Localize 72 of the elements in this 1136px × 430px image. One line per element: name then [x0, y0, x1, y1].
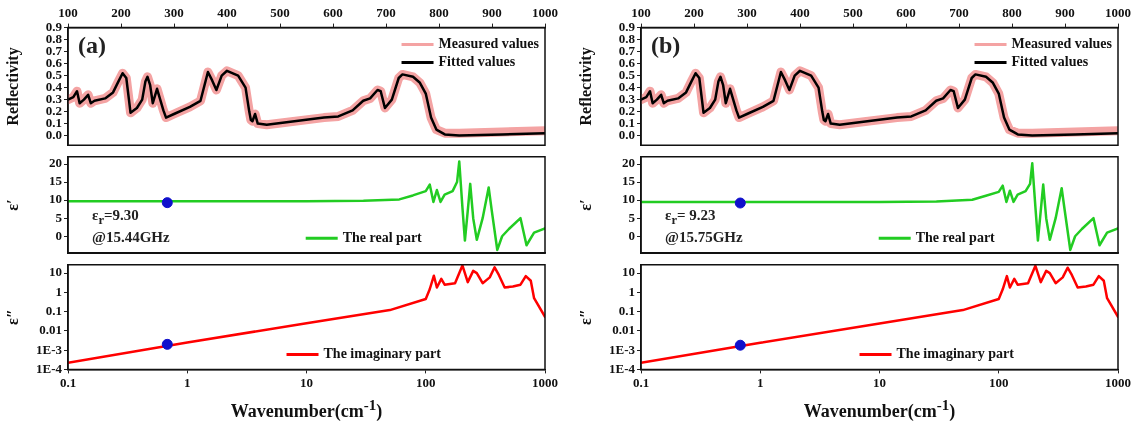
y-axis-title: ε′	[576, 199, 594, 211]
y-tick-label: 1E-3	[36, 341, 63, 357]
x-tick-label: 300	[737, 5, 757, 21]
x-tick-label: 200	[111, 5, 131, 21]
y-tick-label: 1	[55, 283, 62, 299]
x-tick-label: 1000	[532, 374, 558, 390]
x-axis-title: Wavenumber(cm$^{-1}$)	[802, 396, 957, 421]
x-tick-label: 1	[757, 374, 764, 390]
y-tick-label: 0	[628, 227, 635, 243]
x-tick-label: 200	[684, 5, 704, 21]
y-axis-title: Reflectivity	[3, 47, 22, 126]
y-tick-label: 1E-4	[609, 360, 636, 376]
legend-label: Fitted values	[1011, 54, 1089, 70]
y-tick-label: 5	[628, 209, 636, 225]
y-tick-label: 0.1	[45, 302, 62, 318]
y-tick-label: 10	[49, 264, 62, 280]
x-tick-label: 100	[989, 374, 1009, 390]
x-tick-label: 1	[184, 374, 191, 390]
x-tick-label: 500	[270, 5, 290, 21]
y-tick-label: 5	[55, 209, 63, 225]
x-tick-label: 1000	[532, 5, 558, 21]
y-tick-label: 0.01	[612, 322, 635, 338]
y-axis-title: Reflectivity	[576, 47, 595, 126]
annotation: ε$_{r}$= 9.23	[665, 207, 716, 228]
x-tick-label: 300	[164, 5, 184, 21]
y-tick-label: 20	[622, 155, 635, 171]
y-tick-label: 0.01	[39, 322, 62, 338]
x-tick-label: 800	[1002, 5, 1022, 21]
x-tick-label: 700	[376, 5, 396, 21]
annotation: (b)	[651, 31, 681, 58]
y-tick-label: 15	[622, 173, 636, 189]
x-tick-label: 500	[843, 5, 863, 21]
x-tick-label: 100	[631, 5, 651, 21]
x-tick-label: 600	[896, 5, 916, 21]
legend-label: Measured values	[438, 36, 540, 52]
y-axis-title: ε′	[3, 199, 21, 211]
y-tick-label: 10	[622, 191, 635, 207]
x-tick-label: 10	[300, 374, 313, 390]
y-tick-label: 0	[55, 227, 62, 243]
y-tick-label: 1	[628, 283, 635, 299]
legend-label: Fitted values	[438, 54, 516, 70]
x-tick-label: 800	[429, 5, 449, 21]
legend-label: Measured values	[1011, 36, 1113, 52]
x-axis-title: Wavenumber(cm$^{-1}$)	[229, 396, 384, 421]
annotation: (a)	[78, 31, 106, 58]
x-tick-label: 900	[1055, 5, 1075, 21]
x-tick-label: 10	[873, 374, 886, 390]
y-tick-label: 10	[49, 191, 62, 207]
x-tick-label: 1000	[1105, 374, 1131, 390]
y-tick-label: 1E-4	[36, 360, 63, 376]
annotation: ε$_{r}$=9.30	[92, 207, 139, 228]
x-tick-label: 400	[790, 5, 810, 21]
x-tick-label: 900	[482, 5, 502, 21]
x-tick-label: 100	[58, 5, 78, 21]
legend-label: The real part	[342, 229, 423, 245]
legend-label: The imaginary part	[323, 346, 442, 362]
y-axis-title: ε″	[3, 309, 21, 325]
annotation: @15.75GHz	[665, 229, 743, 246]
y-axis-title: ε″	[576, 309, 594, 325]
x-tick-label: 1000	[1105, 5, 1131, 21]
x-tick-label: 700	[949, 5, 969, 21]
y-tick-label: 0.1	[618, 302, 635, 318]
x-tick-label: 100	[416, 374, 436, 390]
annotation: @15.44GHz	[92, 229, 170, 246]
y-tick-label: 20	[49, 155, 62, 171]
y-tick-label: 1E-3	[609, 341, 636, 357]
y-tick-label: 15	[49, 173, 63, 189]
x-tick-label: 600	[323, 5, 343, 21]
x-tick-label: 400	[217, 5, 237, 21]
legend-label: The imaginary part	[896, 346, 1015, 362]
y-tick-label: 10	[622, 264, 635, 280]
legend-label: The real part	[915, 229, 996, 245]
